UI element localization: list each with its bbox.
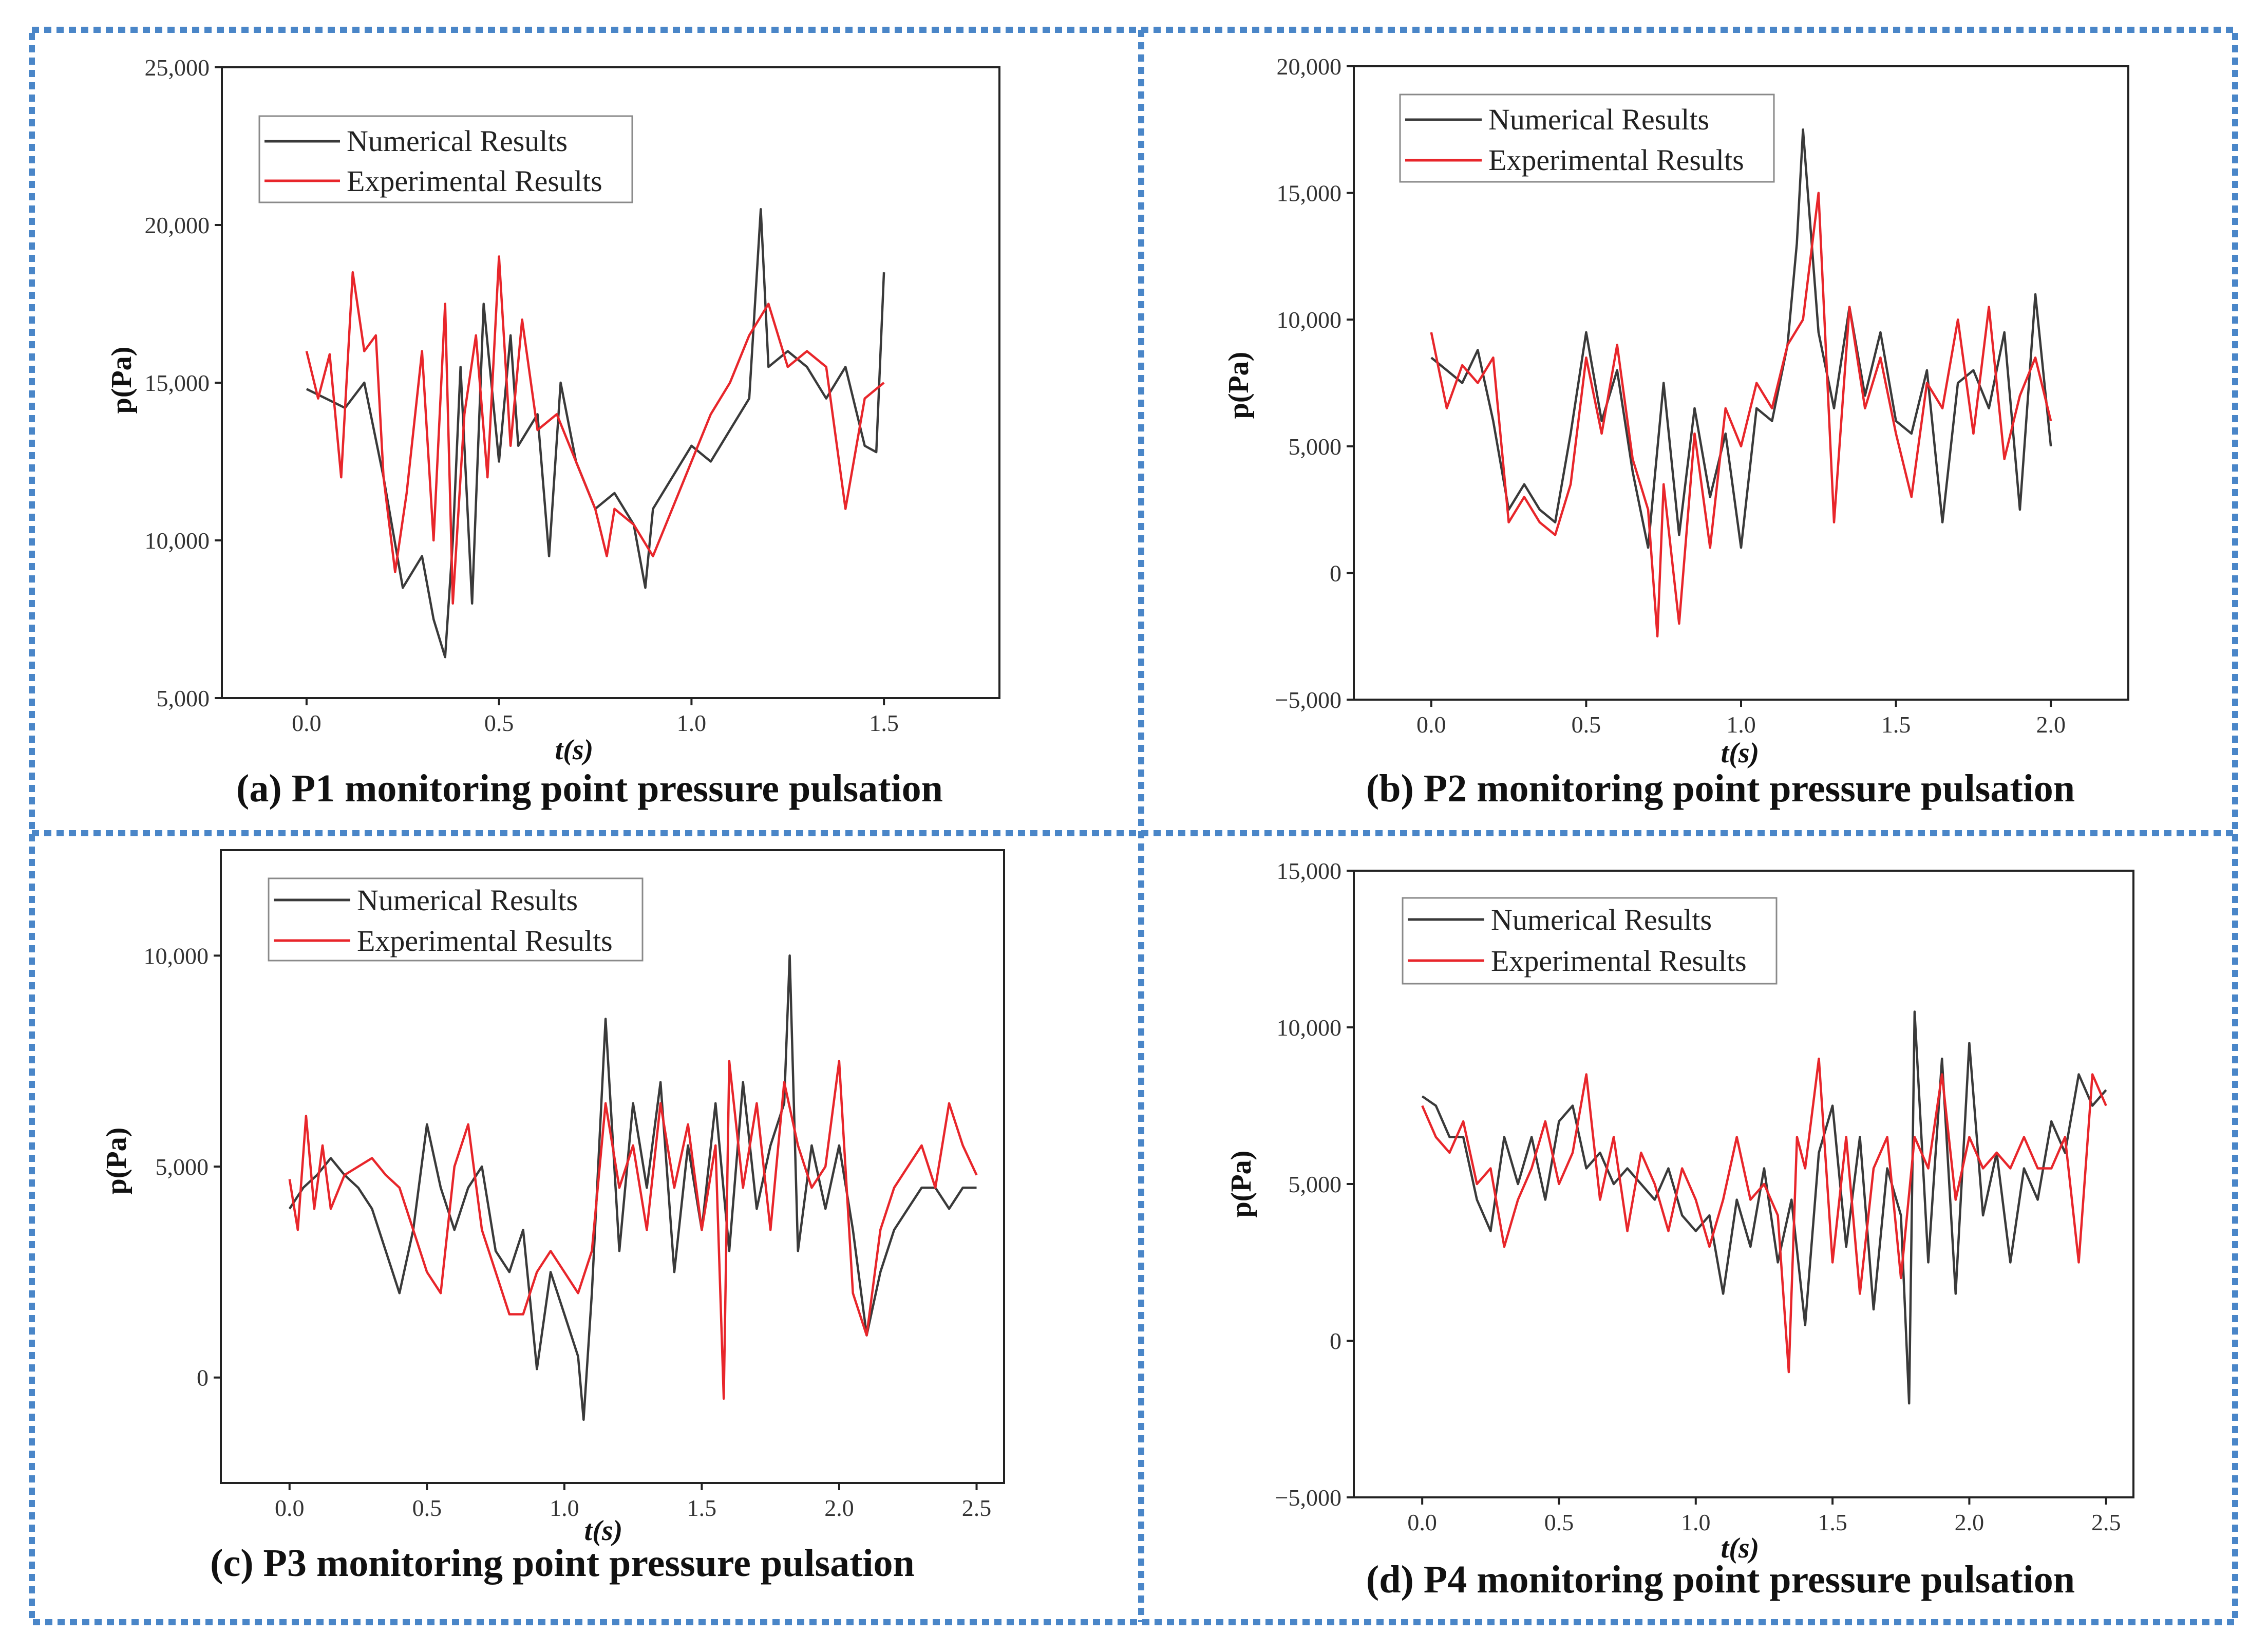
x-tick-label-c: 2.0 <box>824 1495 854 1521</box>
x-tick-label-a: 1.5 <box>869 710 899 736</box>
series-line-numerical-b <box>1430 128 2052 549</box>
x-axis-title-d: t(s) <box>1721 1532 1760 1564</box>
legend-label-numerical-b: Numerical Results <box>1488 103 1709 136</box>
chart-panel-c: 0 5,000 10,000 0.0 0.5 1.0 1.5 2.0 2.5 t(s) p(P… <box>101 849 1005 1585</box>
x-tick-label-c: 2.5 <box>962 1495 992 1521</box>
series-line-numerical-a <box>306 208 885 659</box>
y-axis-d: −5,000 0 5,000 10,000 15,000 <box>1275 858 1354 1511</box>
chart-panel-d: −5,000 0 5,000 10,000 15,000 0.0 0.5 1.0 1.5 2.0… <box>1225 858 2134 1601</box>
x-tick-label-d: 2.0 <box>1955 1509 1984 1535</box>
y-axis-title-c: p(Pa) <box>101 1128 133 1195</box>
series-line-numerical-d <box>1421 1010 2107 1405</box>
x-tick-label-d: 2.5 <box>2091 1509 2121 1535</box>
legend-b: Numerical Results Experimental Results <box>1399 93 1775 183</box>
caption-a: (a) P1 monitoring point pressure pulsati… <box>236 767 943 810</box>
y-axis-title-d: p(Pa) <box>1225 1151 1257 1218</box>
y-tick-label-d: 5,000 <box>1289 1171 1342 1197</box>
x-axis-a: 0.0 0.5 1.0 1.5 <box>292 698 899 736</box>
legend-c: Numerical Results Experimental Results <box>268 877 644 962</box>
y-axis-title-a: p(Pa) <box>106 347 138 414</box>
legend-d: Numerical Results Experimental Results <box>1402 897 1778 985</box>
x-tick-label-a: 0.0 <box>292 710 322 736</box>
x-axis-title-a: t(s) <box>555 734 594 766</box>
x-tick-label-b: 1.0 <box>1726 711 1756 738</box>
legend-label-numerical-d: Numerical Results <box>1491 903 1712 936</box>
y-tick-label-a: 15,000 <box>145 370 210 396</box>
y-tick-label-a: 10,000 <box>145 528 210 554</box>
legend-label-numerical-c: Numerical Results <box>357 884 578 917</box>
y-tick-label-a: 20,000 <box>145 212 210 238</box>
y-tick-label-c: 10,000 <box>144 943 209 969</box>
x-axis-d: 0.0 0.5 1.0 1.5 2.0 2.5 <box>1407 1497 2121 1535</box>
panel-c-marks <box>288 954 978 1421</box>
y-tick-label-a: 5,000 <box>157 685 210 711</box>
y-axis-c: 0 5,000 10,000 <box>144 943 221 1391</box>
y-tick-label-b: −5,000 <box>1275 687 1341 713</box>
panel-frame <box>29 27 2238 1625</box>
x-tick-label-d: 1.5 <box>1818 1509 1847 1535</box>
legend-label-experimental-b: Experimental Results <box>1488 143 1744 177</box>
y-tick-label-b: 0 <box>1330 560 1341 586</box>
x-axis-b: 0.0 0.5 1.0 1.5 2.0 <box>1416 700 2066 738</box>
caption-d: (d) P4 monitoring point pressure pulsati… <box>1366 1558 2075 1601</box>
y-tick-label-d: 0 <box>1330 1328 1341 1354</box>
y-tick-label-b: 5,000 <box>1289 434 1342 460</box>
y-tick-label-b: 10,000 <box>1277 307 1342 333</box>
y-tick-label-a: 25,000 <box>145 54 210 81</box>
x-tick-label-c: 1.5 <box>687 1495 717 1521</box>
panel-b-marks <box>1430 128 2052 637</box>
y-tick-label-c: 0 <box>197 1365 209 1391</box>
y-axis-title-b: p(Pa) <box>1223 352 1255 419</box>
series-line-experimental-a <box>305 255 885 605</box>
panel-a-marks <box>305 208 885 659</box>
x-axis-title-c: t(s) <box>584 1515 623 1547</box>
series-line-experimental-c <box>288 1060 978 1400</box>
y-tick-label-b: 15,000 <box>1277 180 1342 206</box>
y-tick-label-d: 10,000 <box>1277 1015 1342 1041</box>
x-tick-label-d: 1.0 <box>1681 1509 1711 1535</box>
caption-b: (b) P2 monitoring point pressure pulsati… <box>1366 767 2075 810</box>
chart-panel-a: 5,000 10,000 15,000 20,000 25,000 0.0 0.5 1.0 1… <box>106 54 1000 810</box>
x-tick-label-b: 0.5 <box>1572 711 1601 738</box>
x-tick-label-c: 0.0 <box>275 1495 305 1521</box>
y-axis-a: 5,000 10,000 15,000 20,000 25,000 <box>145 54 222 711</box>
x-tick-label-a: 0.5 <box>484 710 514 736</box>
x-tick-label-c: 1.0 <box>550 1495 579 1521</box>
legend-a: Numerical Results Experimental Results <box>258 115 633 203</box>
x-tick-label-b: 1.5 <box>1881 711 1911 738</box>
legend-label-experimental-c: Experimental Results <box>357 924 613 958</box>
series-line-numerical-c <box>288 954 977 1421</box>
x-tick-label-c: 0.5 <box>412 1495 442 1521</box>
y-axis-b: −5,000 0 5,000 10,000 15,000 20,000 <box>1275 53 1354 713</box>
legend-label-experimental-a: Experimental Results <box>347 164 602 198</box>
legend-label-numerical-a: Numerical Results <box>347 124 568 158</box>
x-axis-title-b: t(s) <box>1721 737 1760 769</box>
y-tick-label-d: 15,000 <box>1277 858 1342 884</box>
panel-d-marks <box>1421 1010 2107 1405</box>
y-tick-label-d: −5,000 <box>1275 1485 1341 1511</box>
chart-panel-b: −5,000 0 5,000 10,000 15,000 20,000 0.0 0.5 1.0… <box>1223 53 2129 810</box>
x-tick-label-b: 2.0 <box>2036 711 2066 738</box>
legend-label-experimental-d: Experimental Results <box>1491 944 1747 978</box>
x-tick-label-b: 0.0 <box>1416 711 1446 738</box>
x-tick-label-a: 1.0 <box>677 710 707 736</box>
x-axis-c: 0.0 0.5 1.0 1.5 2.0 2.5 <box>275 1483 991 1521</box>
series-line-experimental-b <box>1430 192 2052 637</box>
x-tick-label-d: 0.0 <box>1407 1509 1437 1535</box>
x-tick-label-d: 0.5 <box>1544 1509 1574 1535</box>
y-tick-label-b: 20,000 <box>1277 53 1342 80</box>
series-line-experimental-d <box>1421 1057 2107 1374</box>
caption-c: (c) P3 monitoring point pressure pulsati… <box>210 1542 915 1585</box>
y-tick-label-c: 5,000 <box>156 1154 209 1180</box>
